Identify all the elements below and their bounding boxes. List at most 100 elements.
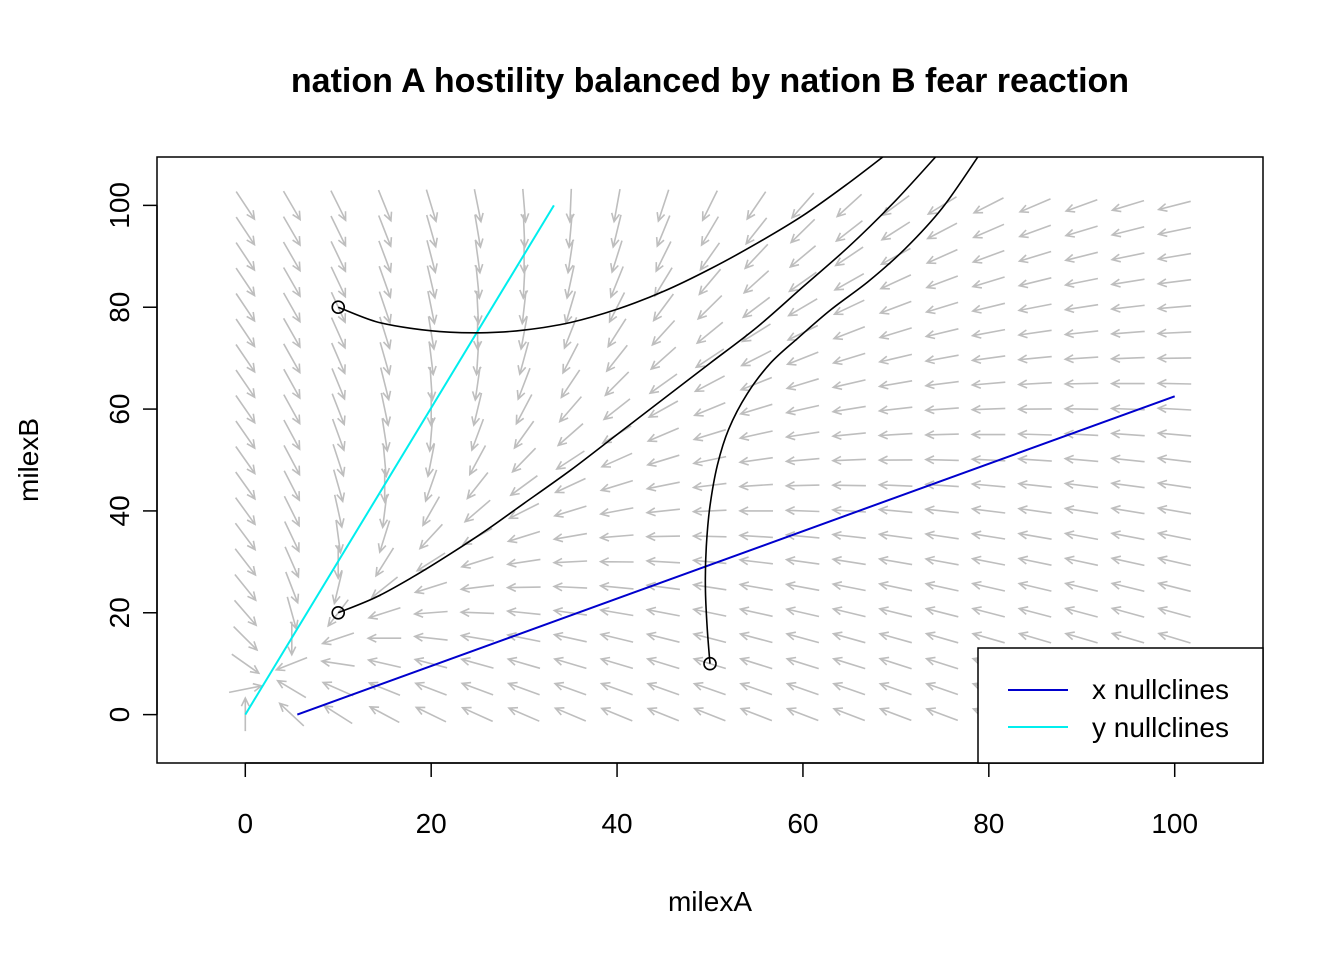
vector-arrow xyxy=(282,292,301,324)
vector-arrow xyxy=(970,530,1006,540)
vector-arrow xyxy=(784,505,820,516)
vector-arrow xyxy=(610,188,621,224)
y-axis: 0 20 40 60 80 100 xyxy=(104,182,158,722)
vector-arrow xyxy=(1017,303,1052,314)
vector-arrow xyxy=(413,657,448,669)
vector-arrow xyxy=(506,681,540,696)
vector-arrow xyxy=(234,573,257,602)
vector-arrow xyxy=(925,707,959,722)
legend-label-x-nullclines: x nullclines xyxy=(1092,674,1229,705)
vector-arrow xyxy=(552,557,588,567)
vector-arrow xyxy=(645,507,680,517)
vector-arrow xyxy=(743,243,769,270)
vector-arrow xyxy=(552,582,588,592)
vector-arrow xyxy=(691,581,727,591)
vector-arrow xyxy=(738,403,773,417)
vector-arrow xyxy=(377,520,391,554)
vector-arrow xyxy=(517,341,530,376)
vector-arrow xyxy=(970,555,1006,566)
trajectory-start-point-1 xyxy=(331,605,346,620)
vector-arrow xyxy=(739,376,773,392)
vector-arrow xyxy=(1016,429,1052,439)
vector-arrow xyxy=(366,633,402,643)
vector-arrow xyxy=(380,443,391,479)
vector-arrow xyxy=(378,291,392,325)
vector-arrow xyxy=(970,480,1006,490)
vector-arrow xyxy=(284,546,300,579)
vector-arrow xyxy=(507,502,540,520)
vector-arrow xyxy=(785,631,820,644)
vector-arrow xyxy=(228,682,264,694)
vector-arrow xyxy=(563,317,578,350)
vector-arrow xyxy=(788,245,817,269)
vector-arrow xyxy=(971,606,1006,618)
trajectory-layer xyxy=(331,157,979,671)
trajectory-line-0 xyxy=(337,157,885,334)
vector-arrow xyxy=(698,268,722,296)
vector-arrow xyxy=(556,422,584,447)
vector-arrow xyxy=(463,499,491,523)
trajectory-start-point-2 xyxy=(703,656,717,671)
vector-arrow xyxy=(692,631,727,644)
vector-arrow xyxy=(599,681,633,696)
vector-arrow xyxy=(414,706,447,723)
x-tick-label: 60 xyxy=(787,808,818,839)
vector-arrow xyxy=(1156,454,1192,464)
vector-arrow xyxy=(1109,353,1145,364)
vector-arrow xyxy=(925,248,958,265)
vector-arrow xyxy=(599,656,634,670)
x-tick-label: 100 xyxy=(1151,808,1198,839)
vector-arrow xyxy=(1063,580,1098,592)
vector-arrow xyxy=(460,556,494,569)
x-tick-label: 0 xyxy=(238,808,254,839)
vector-arrow xyxy=(1156,403,1192,414)
vector-arrow xyxy=(926,222,958,240)
vector-arrow xyxy=(924,656,959,670)
vector-arrow xyxy=(235,446,256,476)
vector-arrow xyxy=(1063,354,1099,364)
x-tick-label: 80 xyxy=(973,808,1004,839)
vector-arrow xyxy=(505,558,541,568)
vector-arrow xyxy=(552,532,588,543)
vector-arrow xyxy=(879,274,912,290)
vector-arrow xyxy=(877,555,913,566)
vector-arrow xyxy=(1063,404,1099,414)
vector-arrow xyxy=(1110,199,1145,213)
y-tick-label: 60 xyxy=(104,393,135,424)
vector-arrow xyxy=(924,606,959,618)
vector-arrow xyxy=(283,343,301,375)
vector-arrow xyxy=(788,271,817,293)
vector-arrow xyxy=(558,396,583,423)
vector-arrow xyxy=(1109,378,1145,389)
vector-arrow xyxy=(1016,404,1052,414)
trajectory-line-1 xyxy=(337,157,937,614)
vector-arrow xyxy=(878,606,913,618)
vector-arrow xyxy=(649,346,677,371)
vector-arrow xyxy=(1063,454,1099,464)
vector-arrow xyxy=(604,371,630,397)
vector-arrow xyxy=(785,606,820,618)
vector-arrow xyxy=(831,631,866,644)
vector-arrow xyxy=(509,475,538,497)
vector-arrow xyxy=(602,398,631,421)
vector-arrow xyxy=(473,265,484,301)
vector-arrow xyxy=(459,632,495,642)
vector-arrow xyxy=(379,316,392,351)
vector-arrow xyxy=(459,607,495,618)
vector-arrow xyxy=(645,481,680,492)
vector-arrow xyxy=(1063,277,1099,288)
vector-arrow xyxy=(787,298,818,317)
vector-arrow xyxy=(742,270,770,295)
vector-arrow xyxy=(831,480,866,491)
vector-arrow xyxy=(235,293,256,323)
legend-box xyxy=(977,647,1264,764)
vector-arrow xyxy=(1156,429,1192,439)
vector-arrow xyxy=(739,707,773,722)
vector-arrow xyxy=(427,367,437,402)
vector-arrow xyxy=(415,552,446,572)
vector-arrow xyxy=(234,497,257,526)
vector-arrow xyxy=(877,505,913,515)
vector-arrow xyxy=(471,367,481,402)
vector-arrow xyxy=(560,369,581,399)
vector-arrow xyxy=(738,581,773,591)
